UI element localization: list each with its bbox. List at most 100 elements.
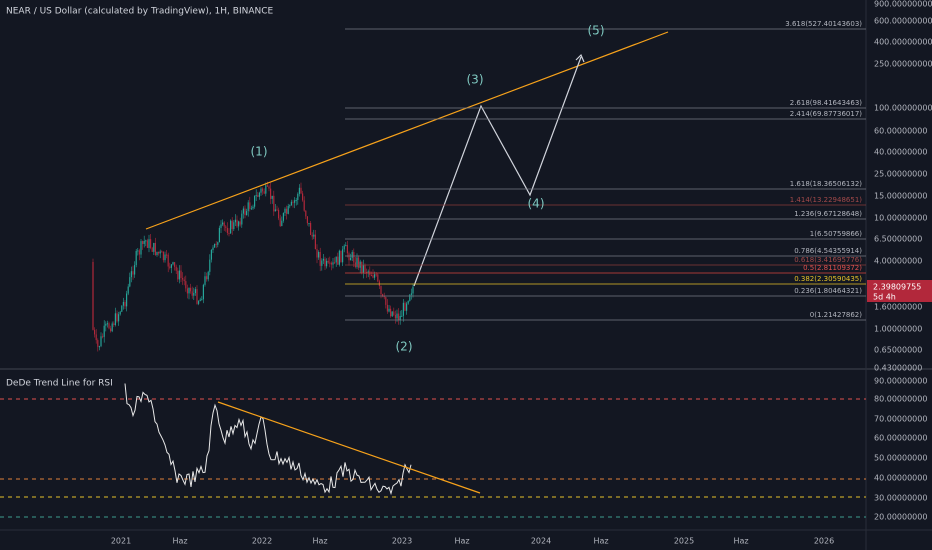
price-tick-label: 600.00000000 xyxy=(874,17,932,26)
candle-body xyxy=(238,221,240,227)
price-tick-label: 60.00000000 xyxy=(874,127,927,136)
candle-body xyxy=(412,286,414,294)
candle-body xyxy=(118,314,120,322)
candle-body xyxy=(374,274,376,278)
candle-body xyxy=(257,195,259,197)
candle-body xyxy=(310,222,312,235)
candle-body xyxy=(383,296,385,298)
candle-body xyxy=(362,264,364,273)
price-tag-value: 2.39809755 xyxy=(873,283,921,292)
candle-body xyxy=(153,242,155,252)
candle-body xyxy=(182,277,184,280)
candle-body xyxy=(273,195,275,212)
candle-body xyxy=(169,266,171,268)
time-tick-label: 2025 xyxy=(674,537,694,546)
candle-body xyxy=(396,313,398,319)
candle-body xyxy=(113,323,115,326)
candle-body xyxy=(345,245,347,247)
candle-body xyxy=(326,260,328,267)
candle-body xyxy=(220,224,222,228)
candle-body xyxy=(214,243,216,248)
candle-body xyxy=(319,252,321,266)
candle-body xyxy=(314,234,316,250)
candle-body xyxy=(105,323,107,326)
candle-body xyxy=(297,193,299,201)
candle-body xyxy=(290,201,292,206)
candle-body xyxy=(327,260,329,263)
wave-label: (2) xyxy=(396,340,413,354)
candle-body xyxy=(282,213,284,221)
candle-body xyxy=(286,208,288,214)
candle-body xyxy=(132,271,134,275)
candle-body xyxy=(103,325,105,337)
candle-body xyxy=(95,334,97,341)
candle-body xyxy=(225,226,227,228)
candle-body xyxy=(154,242,156,256)
price-tick-label: 15.00000000 xyxy=(874,192,927,201)
candle-body xyxy=(204,276,206,285)
rsi-trend-line xyxy=(217,401,481,494)
candle-body xyxy=(279,218,281,227)
time-tick-label: Haz xyxy=(593,537,608,546)
candle-body xyxy=(222,222,224,225)
trend-line xyxy=(145,31,669,230)
candles xyxy=(92,181,414,352)
candle-body xyxy=(194,289,196,294)
candle-body xyxy=(361,261,363,273)
candle-body xyxy=(114,313,116,326)
candle-body xyxy=(242,208,244,214)
candle-body xyxy=(394,314,396,319)
candle-body xyxy=(196,289,198,304)
candle-body xyxy=(166,254,168,256)
candle-body xyxy=(201,299,203,301)
candle-body xyxy=(140,241,142,255)
candle-body xyxy=(334,262,336,264)
candle-body xyxy=(186,288,188,294)
candle-body xyxy=(391,311,393,317)
candle-body xyxy=(295,200,297,202)
fib-label: 0.5(2.81109372) xyxy=(803,264,862,272)
candle-body xyxy=(223,222,225,227)
price-tag xyxy=(867,280,932,302)
fib-label: 1.414(13.22948651) xyxy=(790,196,863,204)
candle-body xyxy=(190,287,192,292)
time-tick-label: Haz xyxy=(172,537,187,546)
candle-body xyxy=(268,186,270,189)
candle-body xyxy=(410,293,412,295)
candle-body xyxy=(135,250,137,266)
candle-body xyxy=(316,249,318,258)
fib-label: 2.618(98.41643463) xyxy=(790,99,863,107)
candle-body xyxy=(159,251,161,254)
candle-body xyxy=(92,262,94,330)
candle-body xyxy=(338,250,340,265)
candle-body xyxy=(185,281,187,289)
rsi-tick-label: 80.00000000 xyxy=(874,395,927,404)
candle-body xyxy=(271,195,273,199)
wave-projection xyxy=(413,56,582,287)
candle-body xyxy=(388,308,390,312)
price-tick-label: 1.00000000 xyxy=(874,325,922,334)
candle-body xyxy=(258,192,260,197)
candle-body xyxy=(265,185,267,194)
candle-body xyxy=(188,287,190,294)
candle-body xyxy=(313,234,315,237)
candle-body xyxy=(252,206,254,209)
candle-body xyxy=(366,271,368,273)
fib-label: 3.618(527.40143603) xyxy=(785,20,862,28)
rsi-line xyxy=(124,383,412,496)
candle-body xyxy=(407,300,409,304)
candle-body xyxy=(382,294,384,297)
candle-body xyxy=(263,191,265,194)
price-tick-label: 0.65000000 xyxy=(874,346,922,355)
candle-body xyxy=(202,284,204,300)
candle-body xyxy=(180,270,182,278)
candle-body xyxy=(175,266,177,271)
candle-body xyxy=(130,271,132,278)
candle-body xyxy=(121,305,123,312)
candle-body xyxy=(321,260,323,266)
candle-body xyxy=(233,222,235,230)
candle-body xyxy=(385,297,387,305)
rsi-tick-label: 20.00000000 xyxy=(874,513,927,522)
candle-body xyxy=(145,240,147,242)
